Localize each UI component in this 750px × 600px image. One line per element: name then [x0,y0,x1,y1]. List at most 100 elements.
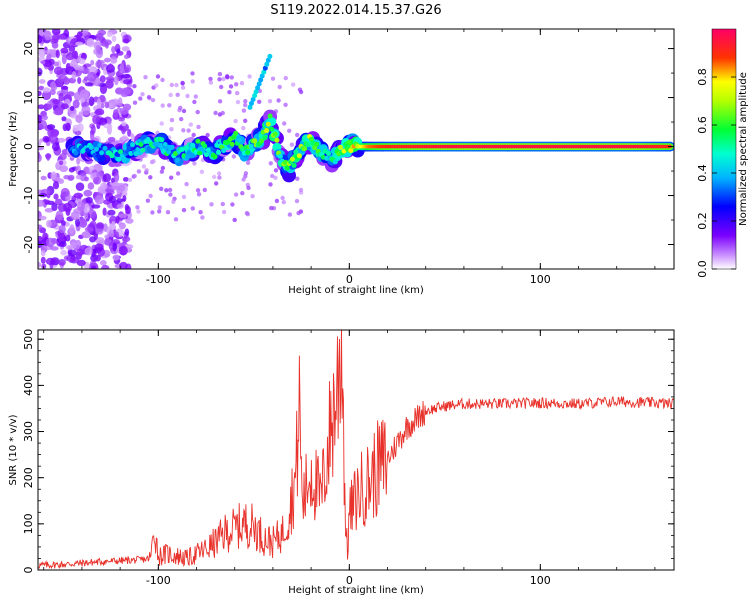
noise-blob [94,194,104,205]
noise-blob [220,201,225,207]
noise-blob [169,117,175,123]
noise-blob [118,213,127,218]
noise-blob [148,175,153,180]
noise-blob [58,92,64,102]
noise-blob [228,84,234,89]
noise-blob [146,95,152,100]
noise-blob [200,215,205,220]
noise-blob [61,220,66,227]
noise-blob [185,93,190,99]
noise-blob [72,124,80,132]
noise-blob [68,167,75,173]
ridge-blob [250,97,256,102]
noise-blob [205,132,210,138]
noise-blob [195,188,201,193]
noise-blob [232,217,237,223]
noise-blob [250,194,255,199]
noise-blob [119,261,128,269]
ridge-blob [314,141,319,147]
noise-blob [69,256,80,264]
ridge-blob [296,153,302,159]
noise-blob [99,75,106,83]
noise-blob [40,256,46,264]
noise-blob [136,209,141,214]
noise-blob [112,254,120,261]
noise-blob [287,128,292,133]
noise-blob [141,164,147,169]
ridge-blob [212,154,218,160]
ridge-blob [346,139,352,145]
noise-blob [52,142,60,152]
noise-blob [233,192,239,197]
noise-blob [159,121,164,126]
noise-blob [122,79,132,85]
ridge-blob [133,151,139,157]
noise-blob [145,198,151,203]
noise-blob [38,235,44,245]
noise-blob [61,116,67,122]
noise-blob [41,60,46,65]
noise-blob [157,205,162,210]
ridge-blob [174,157,180,163]
noise-blob [219,84,224,90]
noise-blob [42,87,51,93]
noise-blob [196,124,201,130]
noise-blob [65,234,71,242]
noise-blob [269,205,274,211]
noise-blob [118,184,126,192]
ridge-blob [169,144,175,150]
noise-blob [118,222,126,230]
noise-blob [243,99,248,104]
noise-blob [274,198,280,204]
noise-blob [127,83,132,89]
spectrogram-x-axis-label: Height of straight line (km) [288,285,424,296]
noise-blob [111,100,120,106]
noise-blob [208,80,214,85]
noise-blob [77,77,82,84]
figure-title: S119.2022.014.15.37.G26 [270,3,441,18]
noise-blob [66,91,75,97]
noise-blob [169,127,174,132]
noise-blob [217,175,222,180]
noise-blob [121,74,131,79]
noise-blob [103,123,113,129]
noise-blob [245,160,251,165]
noise-blob [280,195,285,201]
noise-blob [84,247,93,256]
y-tick-label: 300 [22,421,35,442]
noise-blob [69,224,75,235]
ridge-blob [259,73,265,79]
noise-blob [136,169,142,174]
ridge-blob [255,85,261,91]
ridge-blob [118,149,123,155]
ridge-blob [267,113,273,119]
noise-blob [111,35,117,42]
noise-blob [240,191,245,196]
x-tick-label: 100 [530,574,551,587]
noise-blob [121,121,127,127]
ridge-blob [185,154,190,160]
noise-blob [87,182,95,190]
noise-blob [96,98,101,108]
noise-blob [199,169,205,174]
ridge-blob [265,57,271,63]
noise-blob [289,142,295,147]
ridge-blob [130,142,135,148]
noise-blob [55,210,64,221]
noise-blob [53,61,59,67]
colorbar-tick-label: 0.8 [696,68,709,86]
noise-blob [38,261,42,268]
noise-blob [76,259,86,267]
noise-blob [143,75,148,80]
ridge-blob [138,141,144,147]
ridge-blob [301,146,307,152]
noise-blob [75,41,84,46]
noise-blob [123,54,130,60]
noise-blob [108,195,116,204]
noise-blob [138,96,143,101]
noise-blob [159,169,165,174]
noise-blob [42,114,48,121]
noise-blob [80,217,86,225]
noise-blob [159,186,164,191]
